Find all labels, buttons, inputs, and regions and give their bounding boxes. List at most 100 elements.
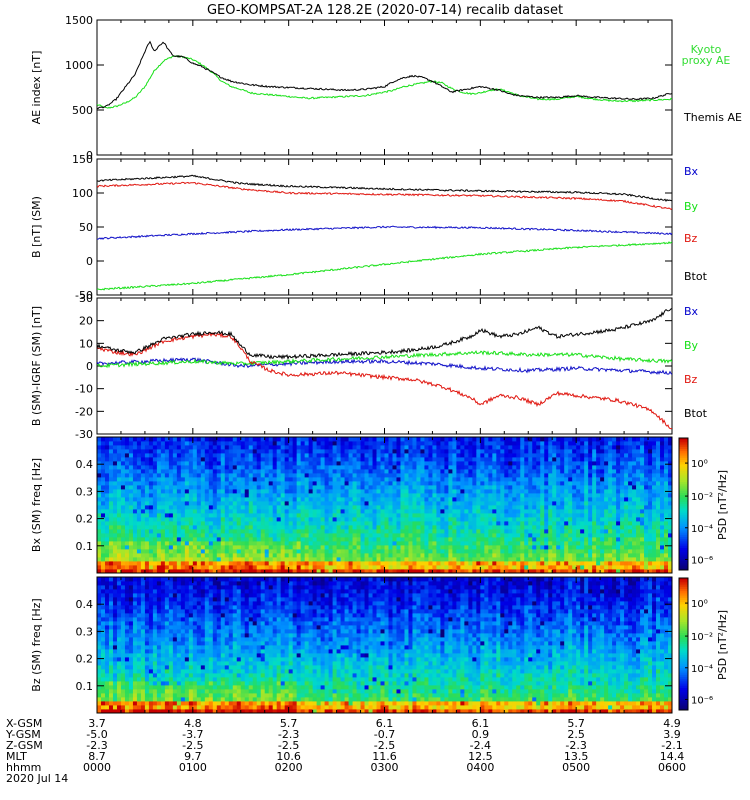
spectrogram-cell	[464, 545, 469, 550]
spectrogram-cell	[97, 469, 102, 474]
spectrogram-cell	[112, 437, 118, 442]
spectrogram-cell	[328, 521, 333, 526]
spectrogram-cell	[380, 549, 385, 554]
spectrogram-cell	[308, 541, 314, 546]
spectrogram-cell	[276, 449, 282, 454]
spectrogram-cell	[628, 513, 633, 518]
spectrogram-cell	[652, 533, 657, 538]
spectrogram-cell	[472, 493, 477, 498]
spectrogram-cell	[216, 533, 222, 538]
spectrogram-cell	[116, 525, 122, 530]
spectrogram-cell	[396, 545, 401, 550]
spectrogram-cell	[168, 477, 174, 482]
spectrogram-cell	[196, 537, 202, 542]
spectrogram-cell	[332, 457, 337, 462]
spectrogram-cell	[156, 481, 162, 486]
spectrogram-cell	[252, 541, 258, 546]
spectrogram-cell	[424, 565, 429, 570]
spectrogram-cell	[480, 461, 485, 466]
spectrogram-cell	[576, 545, 581, 550]
spectrogram-cell	[280, 465, 286, 470]
spectrogram-cell	[496, 509, 501, 514]
spectrogram-cell	[276, 441, 282, 446]
spectrogram-cell	[140, 509, 146, 514]
spectrogram-cell	[616, 493, 621, 498]
spectrogram-cell	[584, 561, 589, 566]
spectrogram-cell	[528, 453, 533, 458]
spectrogram-cell	[376, 549, 381, 554]
spectrogram-cell	[236, 497, 242, 502]
spectrogram-cell	[224, 457, 230, 462]
spectrogram-cell	[536, 521, 541, 526]
spectrogram-cell	[648, 553, 653, 558]
spectrogram-cell	[392, 489, 397, 494]
spectrogram-cell	[524, 569, 529, 574]
spectrogram-cell	[424, 441, 429, 446]
spectrogram-cell	[140, 465, 146, 470]
spectrogram-cell	[540, 545, 545, 550]
spectrogram-cell	[536, 473, 541, 478]
spectrogram-cell	[216, 461, 222, 466]
spectrogram-cell	[256, 453, 262, 458]
spectrogram-cell	[220, 445, 226, 450]
spectrogram-cell	[608, 513, 613, 518]
spectrogram-cell	[608, 493, 613, 498]
spectrogram-cell	[472, 525, 477, 530]
spectrogram-cell	[120, 469, 126, 474]
spectrogram-cell	[552, 533, 557, 538]
spectrogram-cell	[504, 489, 509, 494]
spectrogram-cell	[620, 465, 625, 470]
spectrogram-cell	[200, 553, 206, 558]
spectrogram-cell	[564, 569, 569, 574]
spectrogram-cell	[324, 453, 329, 458]
spectrogram-cell	[200, 501, 206, 506]
spectrogram-cell	[304, 533, 310, 538]
spectrogram-cell	[480, 537, 485, 542]
spectrogram-cell	[220, 465, 226, 470]
spectrogram-cell	[668, 517, 673, 522]
spectrogram-cell	[456, 445, 461, 450]
spectrogram-cell	[280, 521, 286, 526]
spectrogram-cell	[196, 505, 202, 510]
spectrogram-cell	[268, 541, 274, 546]
spectrogram-cell	[608, 473, 613, 478]
spectrogram-cell	[324, 549, 329, 554]
spectrogram-cell	[504, 549, 509, 554]
spectrogram-cell	[380, 505, 385, 510]
spectrogram-cell	[168, 485, 174, 490]
spectrogram-cell	[412, 537, 417, 542]
spectrogram-cell	[568, 565, 573, 570]
spectrogram-cell	[268, 549, 274, 554]
spectrogram-cell	[200, 489, 206, 494]
spectrogram-cell	[200, 569, 206, 574]
spectrogram-cell	[648, 485, 653, 490]
spectrogram-cell	[276, 529, 282, 534]
y-tick-label: 1000	[65, 59, 93, 72]
spectrogram-cell	[496, 493, 501, 498]
spectrogram-cell	[612, 473, 617, 478]
spectrogram-cell	[584, 493, 589, 498]
spectrogram-cell	[188, 569, 194, 574]
spectrogram-cell	[384, 453, 389, 458]
spectrogram-cell	[356, 497, 361, 502]
spectrogram-cell	[156, 565, 162, 570]
spectrogram-cell	[616, 465, 621, 470]
spectrogram-cell	[500, 545, 505, 550]
spectrogram-cell	[208, 485, 214, 490]
y-axis-label: B (SM)-IGRF (SM) [nT]	[30, 306, 43, 426]
spectrogram-cell	[220, 509, 226, 514]
spectrogram-cell	[216, 505, 222, 510]
spectrogram-cell	[592, 505, 597, 510]
spectrogram-cell	[212, 461, 218, 466]
spectrogram-cell	[408, 473, 413, 478]
spectrogram-cell	[160, 465, 166, 470]
spectrogram-cell	[384, 441, 389, 446]
spectrogram-cell	[592, 449, 597, 454]
spectrogram-cell	[300, 509, 306, 514]
spectrogram-cell	[384, 517, 389, 522]
spectrogram-cell	[580, 441, 585, 446]
spectrogram-cell	[540, 469, 545, 474]
spectrogram-cell	[500, 445, 505, 450]
spectrogram-cell	[272, 541, 278, 546]
spectrogram-cell	[192, 461, 198, 466]
